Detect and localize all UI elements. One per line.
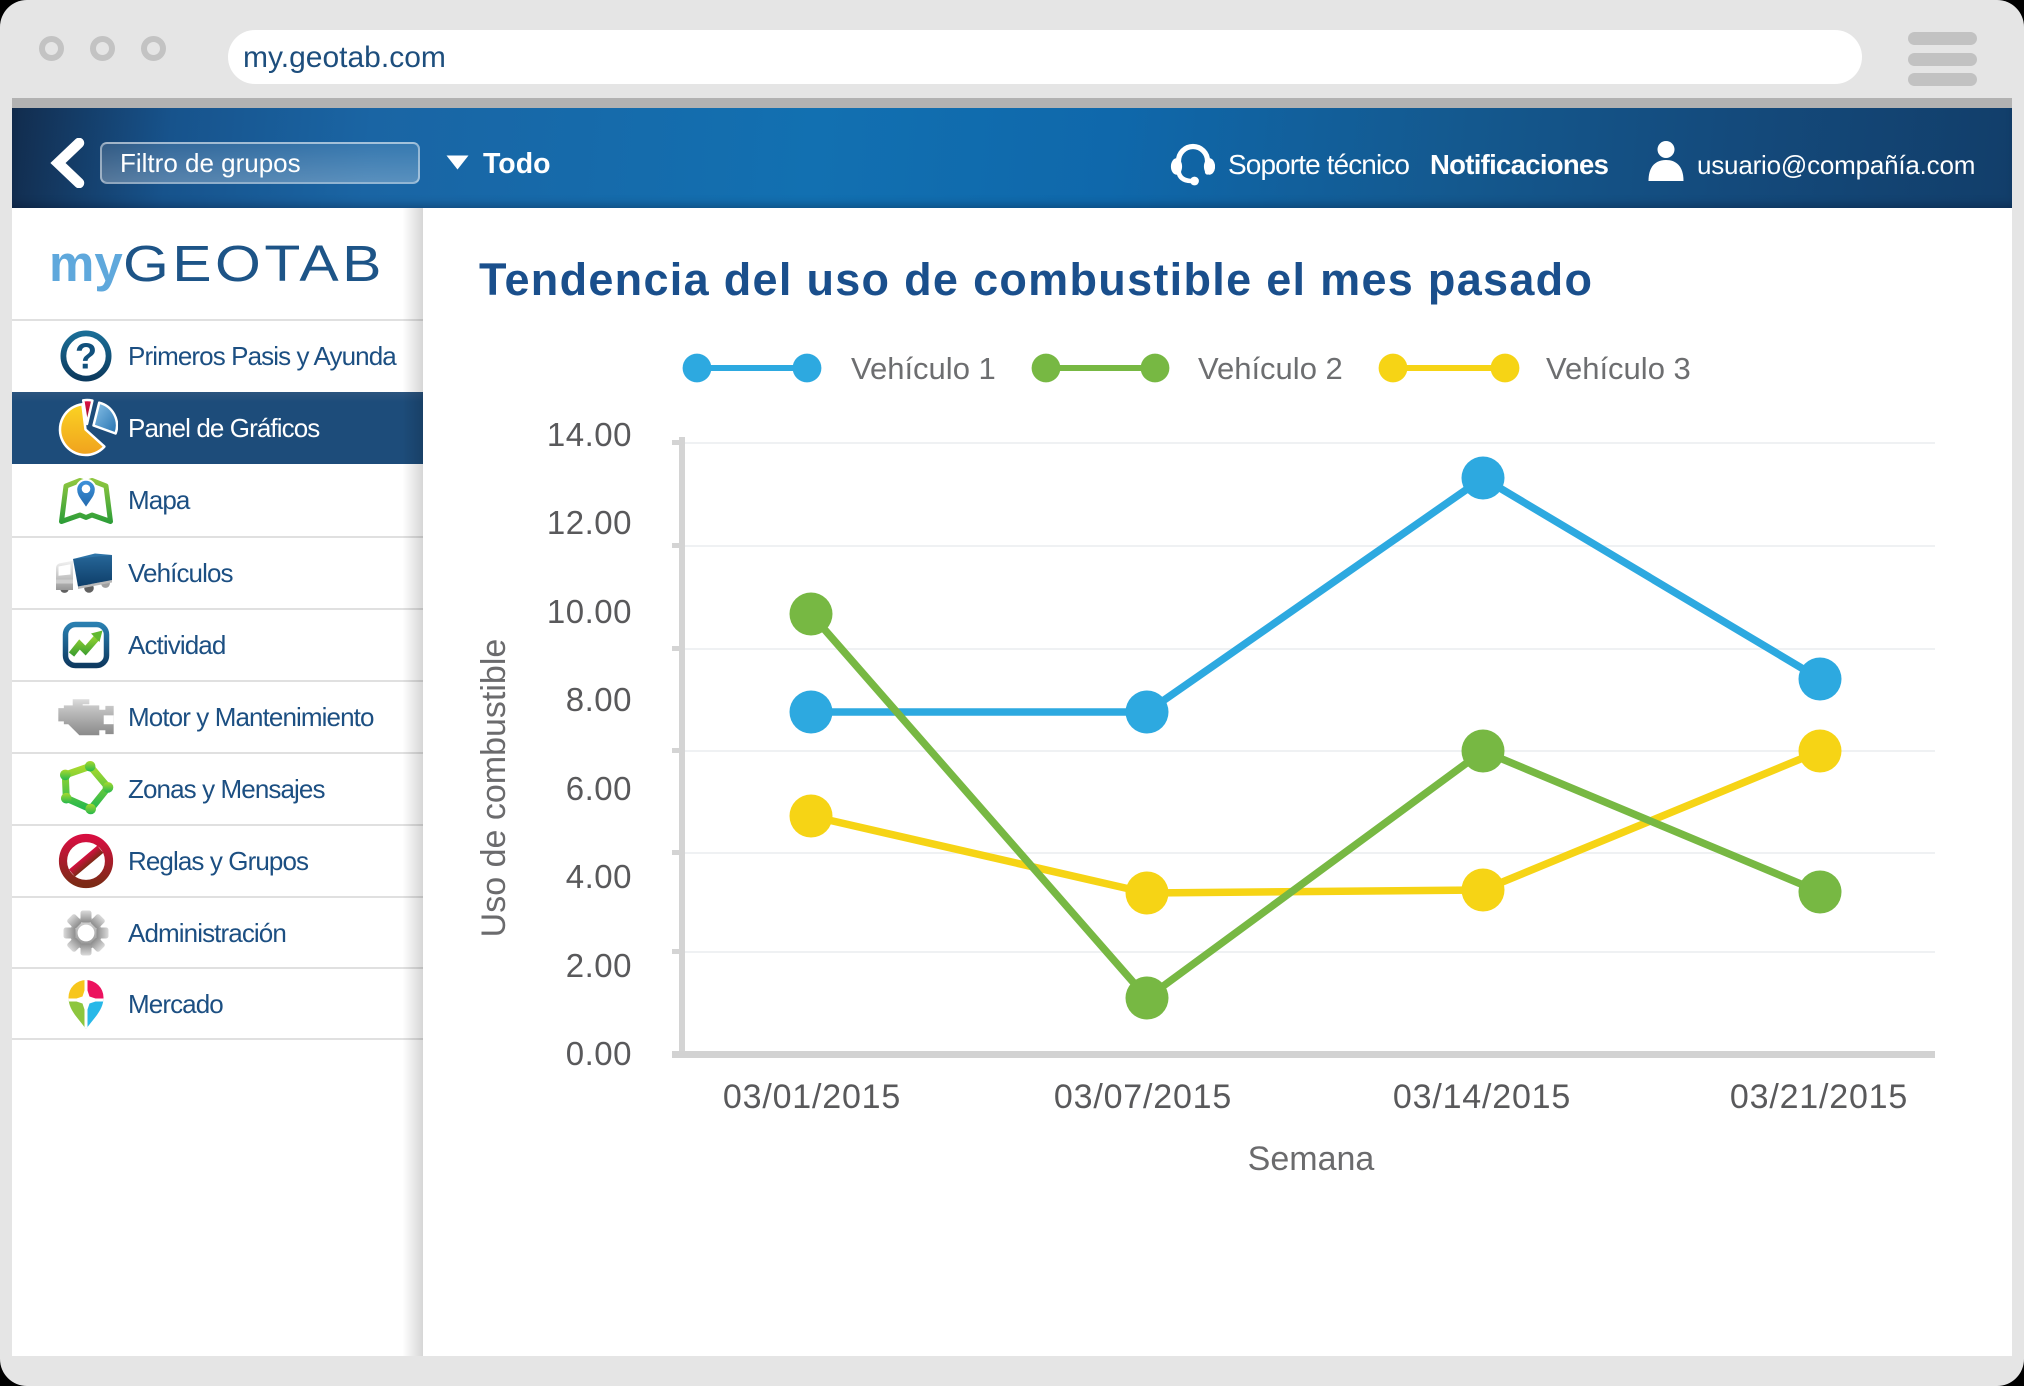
svg-text:12.00: 12.00 bbox=[547, 504, 632, 541]
svg-text:Vehículo 2: Vehículo 2 bbox=[1198, 351, 1343, 386]
svg-text:?: ? bbox=[75, 336, 97, 377]
svg-text:Semana: Semana bbox=[1248, 1140, 1375, 1178]
svg-text:10.00: 10.00 bbox=[547, 593, 632, 630]
svg-text:6.00: 6.00 bbox=[566, 770, 632, 807]
svg-text:Tendencia del uso de combustib: Tendencia del uso de combustible el mes … bbox=[479, 254, 1593, 305]
svg-text:Vehículo 3: Vehículo 3 bbox=[1546, 351, 1691, 386]
svg-text:4.00: 4.00 bbox=[566, 858, 632, 895]
svg-text:2.00: 2.00 bbox=[566, 947, 632, 984]
svg-text:Uso de combustible: Uso de combustible bbox=[475, 639, 513, 938]
svg-text:03/14/2015: 03/14/2015 bbox=[1393, 1078, 1571, 1116]
svg-text:14.00: 14.00 bbox=[547, 416, 632, 453]
svg-text:03/07/2015: 03/07/2015 bbox=[1054, 1078, 1232, 1116]
svg-text:0.00: 0.00 bbox=[566, 1035, 632, 1072]
svg-text:03/01/2015: 03/01/2015 bbox=[723, 1078, 901, 1116]
svg-text:Vehículo 1: Vehículo 1 bbox=[851, 351, 996, 386]
svg-text:03/21/2015: 03/21/2015 bbox=[1730, 1078, 1908, 1116]
svg-text:8.00: 8.00 bbox=[566, 681, 632, 718]
